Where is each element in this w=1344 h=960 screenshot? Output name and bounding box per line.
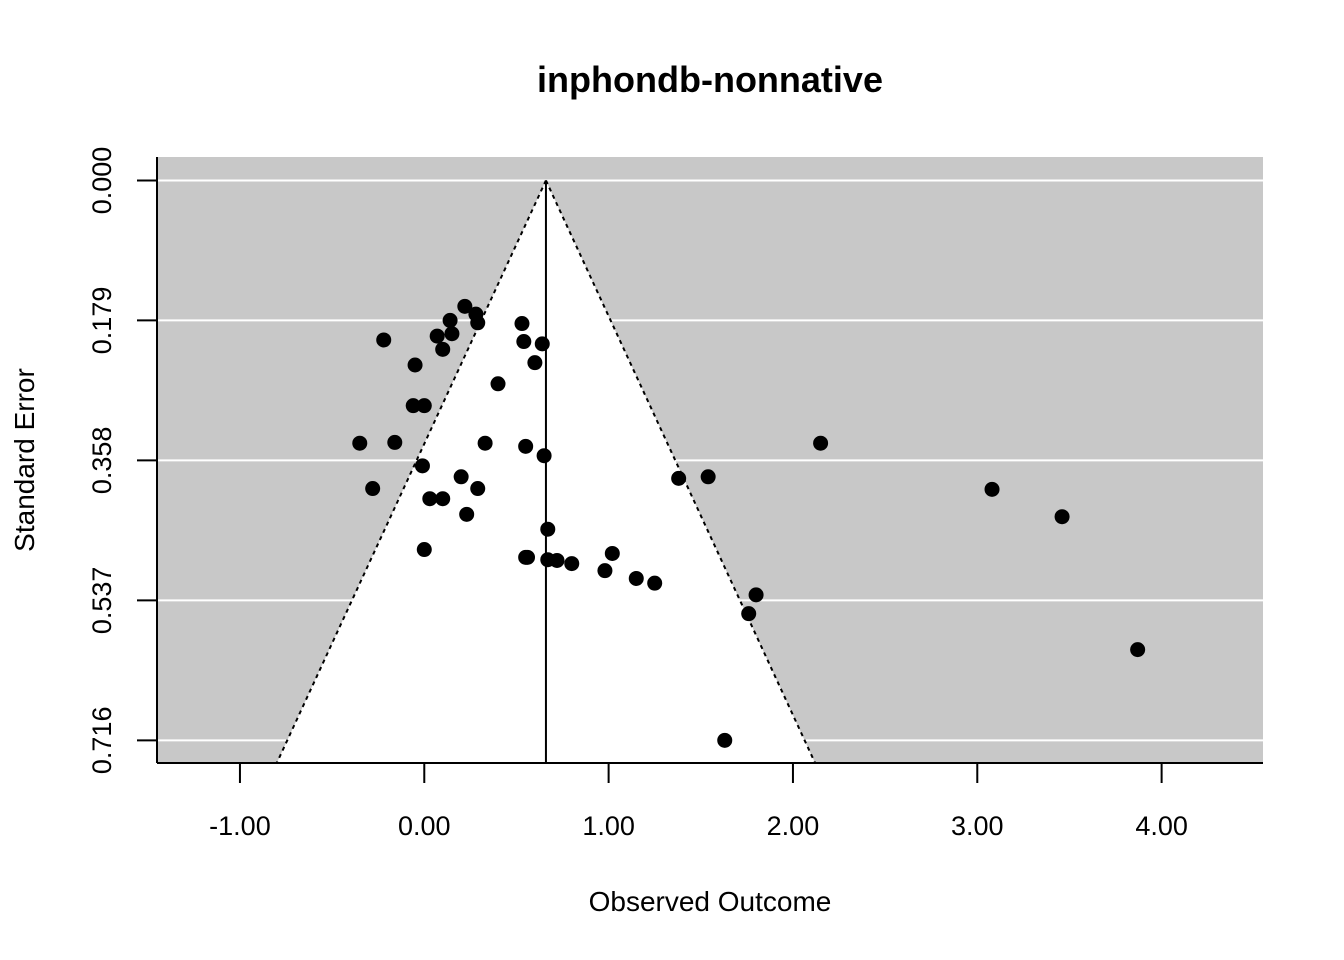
x-axis: -1.00 0.00 1.00 2.00 3.00 4.00 — [157, 762, 1263, 841]
data-point-15 — [416, 398, 432, 414]
data-point-32 — [1054, 509, 1070, 525]
data-point-2 — [442, 312, 458, 328]
chart-title: inphondb-nonnative — [537, 59, 883, 100]
y-tick-label-4: 0.716 — [87, 707, 117, 775]
data-point-33 — [540, 521, 556, 537]
data-point-18 — [477, 435, 493, 451]
data-point-35 — [604, 545, 620, 561]
data-point-16 — [352, 435, 368, 451]
data-point-7 — [376, 332, 392, 348]
funnel-left-boundary — [275, 180, 547, 764]
data-point-47 — [717, 732, 733, 748]
data-point-40 — [564, 556, 580, 572]
data-point-23 — [453, 469, 469, 485]
x-tick-label-1: 0.00 — [398, 811, 451, 841]
data-point-42 — [628, 570, 644, 586]
data-point-3 — [470, 315, 486, 331]
data-point-0 — [457, 298, 473, 314]
data-point-5 — [444, 326, 460, 342]
data-point-41 — [597, 563, 613, 579]
data-point-43 — [647, 575, 663, 591]
data-point-45 — [741, 606, 757, 622]
x-tick-label-4: 3.00 — [951, 811, 1004, 841]
y-tick-label-3: 0.537 — [87, 567, 117, 635]
data-point-21 — [813, 435, 829, 451]
y-axis-label: Standard Error — [9, 368, 40, 552]
data-point-30 — [435, 491, 451, 507]
data-point-37 — [520, 549, 536, 565]
y-tick-label-1: 0.179 — [87, 287, 117, 355]
data-point-22 — [414, 458, 430, 474]
data-point-14 — [405, 398, 421, 414]
x-axis-label: Observed Outcome — [589, 886, 832, 917]
data-point-26 — [365, 481, 381, 497]
plot-area — [157, 157, 1263, 764]
data-point-34 — [416, 542, 432, 558]
data-point-6 — [429, 328, 445, 344]
data-point-12 — [407, 357, 423, 373]
data-point-4 — [514, 316, 530, 332]
data-point-19 — [518, 438, 534, 454]
data-point-8 — [516, 334, 532, 350]
data-point-25 — [700, 469, 716, 485]
data-point-10 — [435, 341, 451, 357]
y-tick-label-0: 0.000 — [87, 147, 117, 215]
x-tick-label-2: 1.00 — [582, 811, 635, 841]
data-point-28 — [984, 481, 1000, 497]
data-point-11 — [527, 355, 543, 371]
data-point-13 — [490, 376, 506, 392]
data-point-46 — [1130, 642, 1146, 658]
data-point-39 — [549, 552, 565, 568]
y-tick-label-2: 0.358 — [87, 427, 117, 495]
data-point-44 — [748, 587, 764, 603]
y-axis: 0.000 0.179 0.358 0.537 0.716 — [87, 147, 158, 775]
data-point-24 — [671, 470, 687, 486]
data-point-29 — [422, 491, 438, 507]
x-tick-label-0: -1.00 — [209, 811, 271, 841]
x-tick-label-5: 4.00 — [1135, 811, 1188, 841]
data-point-9 — [534, 336, 550, 352]
data-point-17 — [387, 434, 403, 450]
data-point-27 — [470, 481, 486, 497]
x-tick-label-3: 2.00 — [767, 811, 820, 841]
data-points — [352, 298, 1146, 748]
data-point-20 — [536, 448, 552, 464]
data-point-31 — [459, 506, 475, 522]
